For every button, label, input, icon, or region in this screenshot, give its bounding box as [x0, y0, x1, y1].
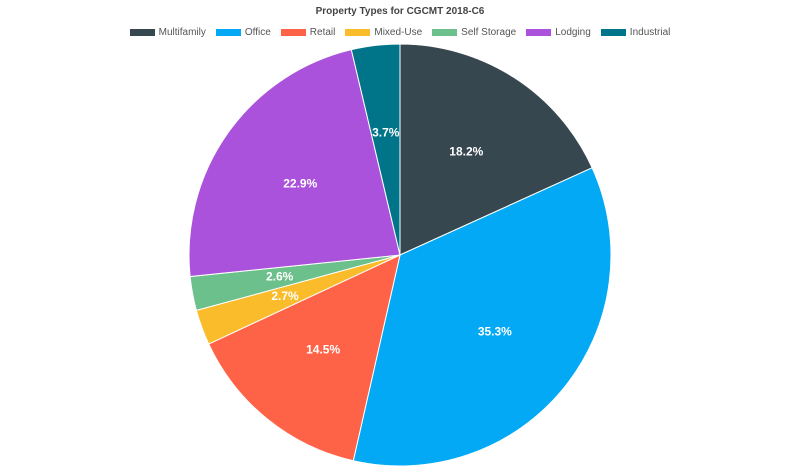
pie-slice-retail[interactable] [208, 254, 401, 462]
legend-swatch [215, 29, 241, 36]
slice-label: 14.5% [306, 342, 340, 356]
legend-swatch [526, 29, 552, 36]
legend-label: Retail [309, 27, 336, 38]
legend-label: Lodging [555, 27, 591, 38]
chart-title: Property Types for CGCMT 2018-C6 [315, 6, 485, 17]
legend-item-industrial[interactable]: Industrial [600, 27, 671, 38]
legend-swatch [129, 29, 155, 36]
legend-swatch [432, 29, 458, 36]
legend-swatch [280, 29, 306, 36]
slice-label: 2.7% [271, 289, 299, 303]
slice-label: 18.2% [449, 144, 483, 158]
legend-item-self-storage[interactable]: Self Storage [432, 27, 516, 38]
pie-slice-multifamily[interactable] [399, 43, 593, 256]
legend-swatch [345, 29, 371, 36]
slice-label: 3.7% [372, 126, 400, 140]
legend-item-office[interactable]: Office [215, 27, 271, 38]
slice-label: 2.6% [266, 270, 294, 284]
legend-label: Multifamily [158, 27, 206, 38]
pie-slice-office[interactable] [352, 167, 612, 467]
slice-label: 35.3% [478, 325, 512, 339]
legend-swatch [600, 29, 626, 36]
pie-slice-industrial[interactable] [350, 43, 401, 256]
legend-label: Office [244, 27, 271, 38]
pie-slice-lodging[interactable] [188, 49, 401, 278]
legend-label: Self Storage [461, 27, 517, 38]
legend-item-mixed-use[interactable]: Mixed-Use [345, 27, 422, 38]
legend-item-retail[interactable]: Retail [280, 27, 336, 38]
legend-item-lodging[interactable]: Lodging [526, 27, 591, 38]
slice-label: 22.9% [283, 176, 317, 190]
legend-item-multifamily[interactable]: Multifamily [129, 27, 206, 38]
legend-label: Industrial [629, 27, 671, 38]
legend: Multifamily Office Retail Mixed-Use Self… [0, 27, 800, 38]
legend-label: Mixed-Use [374, 27, 423, 38]
